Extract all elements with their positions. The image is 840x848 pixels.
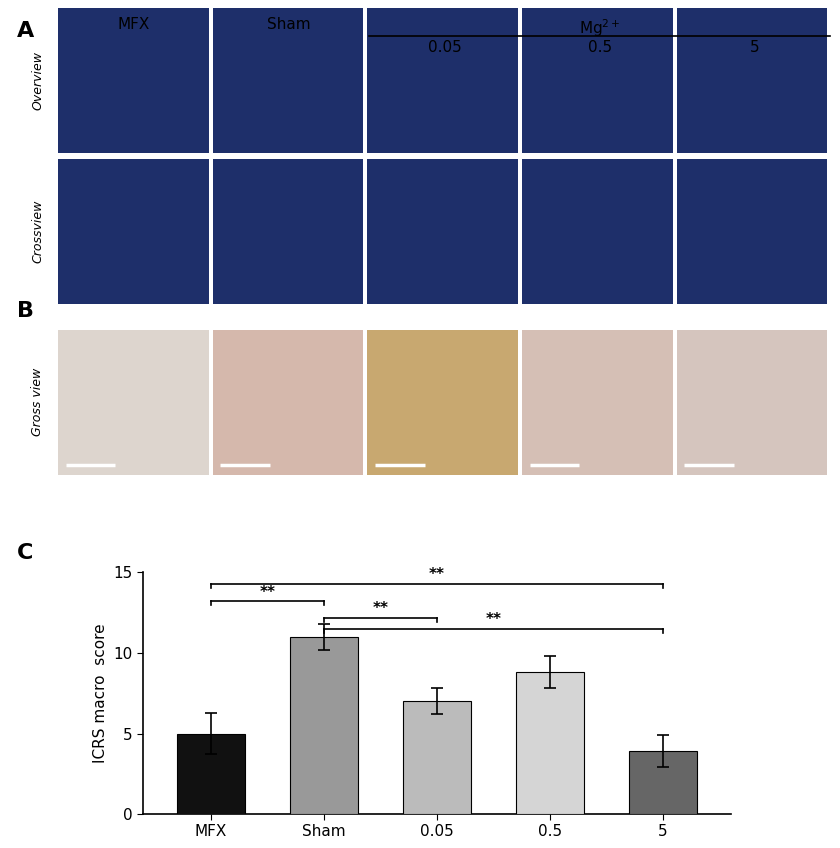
Text: **: ** <box>486 612 501 628</box>
Text: 0.5: 0.5 <box>588 40 612 55</box>
Y-axis label: ICRS macro  score: ICRS macro score <box>92 623 108 763</box>
Text: C: C <box>17 543 33 563</box>
Text: 0.05: 0.05 <box>428 40 461 55</box>
Text: Gross view: Gross view <box>31 368 44 437</box>
Bar <box>290 637 358 814</box>
Text: Overview: Overview <box>31 52 44 110</box>
Bar <box>403 701 470 814</box>
Text: **: ** <box>372 601 388 616</box>
Text: B: B <box>17 301 34 321</box>
Bar <box>629 751 697 814</box>
Text: Sham: Sham <box>267 17 311 32</box>
Bar <box>176 734 244 814</box>
Text: 5: 5 <box>750 40 760 55</box>
Text: A: A <box>17 21 34 42</box>
Text: Crossview: Crossview <box>31 200 44 264</box>
Text: MFX: MFX <box>118 17 150 32</box>
Bar <box>516 672 584 814</box>
Text: **: ** <box>260 585 276 600</box>
Text: Mg$^{2+}$: Mg$^{2+}$ <box>579 17 621 39</box>
Text: **: ** <box>428 567 445 582</box>
